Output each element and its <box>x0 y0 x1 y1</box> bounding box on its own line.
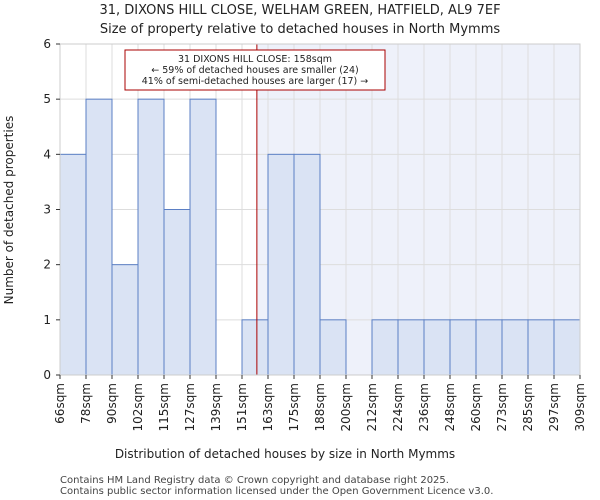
bar-127sqm <box>189 98 217 376</box>
y-tick-label: 2 <box>43 258 51 272</box>
x-tick-label: 224sqm <box>391 383 405 431</box>
y-tick-label: 6 <box>43 37 51 51</box>
x-tick-label: 248sqm <box>443 383 457 431</box>
bar-212sqm <box>371 319 399 376</box>
bar-66sqm <box>59 153 87 376</box>
bar-224sqm <box>397 319 425 376</box>
x-tick-label: 212sqm <box>365 383 379 431</box>
bar-236sqm <box>423 319 451 376</box>
bar-151sqm <box>241 319 269 376</box>
bar-248sqm <box>449 319 477 376</box>
x-axis-ticks: 66sqm 78sqm 90sqm 102sqm 115sqm 127sqm 139sqm 1… <box>53 375 587 431</box>
x-axis-label: Distribution of detached houses by size … <box>115 447 455 461</box>
x-tick-label: 260sqm <box>469 383 483 431</box>
annotation-line-1: 31 DIXONS HILL CLOSE: 158sqm <box>178 54 332 65</box>
footer-line-1: Contains HM Land Registry data © Crown c… <box>60 475 449 486</box>
x-tick-label: 115sqm <box>157 383 171 431</box>
bar-102sqm <box>137 98 165 376</box>
x-tick-label: 188sqm <box>313 383 327 431</box>
y-tick-label: 5 <box>43 92 51 106</box>
x-tick-label: 285sqm <box>521 383 535 431</box>
x-tick-label: 66sqm <box>53 383 67 424</box>
bar-273sqm <box>501 319 529 376</box>
y-tick-label: 4 <box>43 147 51 161</box>
x-tick-label: 102sqm <box>131 383 145 431</box>
x-tick-label: 139sqm <box>209 383 223 431</box>
bar-78sqm <box>85 98 113 376</box>
x-tick-label: 127sqm <box>183 383 197 431</box>
x-tick-label: 78sqm <box>79 383 93 424</box>
annotation-box: 31 DIXONS HILL CLOSE: 158sqm ← 59% of de… <box>124 49 386 91</box>
chart-title: 31, DIXONS HILL CLOSE, WELHAM GREEN, HAT… <box>99 3 500 18</box>
bar-90sqm <box>111 264 139 376</box>
bar-163sqm <box>267 153 295 376</box>
x-tick-label: 151sqm <box>235 383 249 431</box>
y-tick-label: 0 <box>43 368 51 382</box>
bar-260sqm <box>475 319 503 376</box>
x-tick-label: 309sqm <box>573 383 587 431</box>
x-tick-label: 163sqm <box>261 383 275 431</box>
y-tick-label: 3 <box>43 203 51 217</box>
y-axis-label: Number of detached properties <box>2 116 16 305</box>
x-tick-label: 236sqm <box>417 383 431 431</box>
x-tick-label: 200sqm <box>339 383 353 431</box>
y-axis-ticks: 0 1 2 3 4 5 6 <box>43 37 60 382</box>
annotation-line-2: ← 59% of detached houses are smaller (24… <box>151 65 358 76</box>
bars <box>59 98 581 376</box>
footer-line-2: Contains public sector information licen… <box>60 486 493 497</box>
x-tick-label: 90sqm <box>105 383 119 424</box>
bar-188sqm <box>319 319 347 376</box>
x-tick-label: 273sqm <box>495 383 509 431</box>
x-tick-label: 175sqm <box>287 383 301 431</box>
bar-115sqm <box>163 209 191 376</box>
bar-297sqm <box>553 319 581 376</box>
y-tick-label: 1 <box>43 313 51 327</box>
bar-175sqm <box>293 153 321 376</box>
bar-285sqm <box>527 319 555 376</box>
chart-subtitle: Size of property relative to detached ho… <box>100 22 501 37</box>
x-tick-label: 297sqm <box>547 383 561 431</box>
annotation-line-3: 41% of semi-detached houses are larger (… <box>142 76 369 87</box>
